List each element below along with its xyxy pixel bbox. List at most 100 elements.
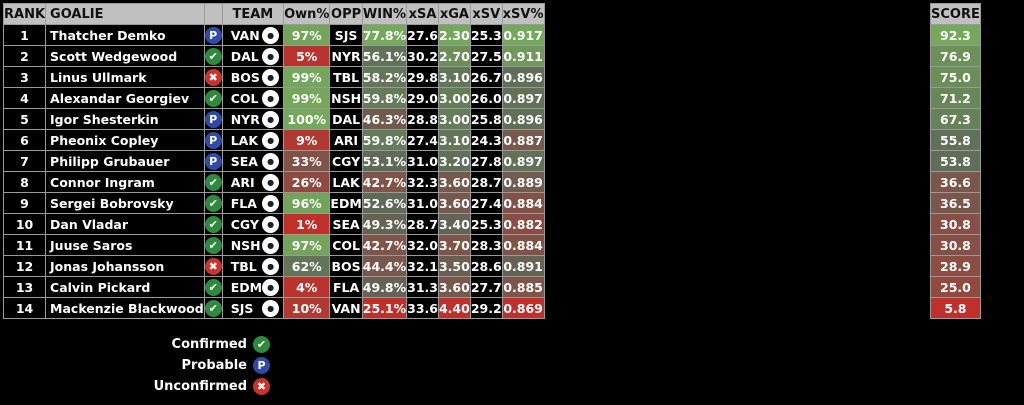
- header-opp[interactable]: OPP: [329, 3, 363, 25]
- score-row: 30.8: [930, 234, 981, 256]
- table-row[interactable]: 1 Thatcher Demko P VAN ● 97% SJS 77.8% 27.6 2.30 2…: [2, 24, 545, 46]
- header-win[interactable]: WIN%: [361, 3, 408, 25]
- score-row: 5.8: [930, 297, 981, 319]
- team-abbr: VAN: [230, 27, 260, 43]
- opponent: EDM: [329, 192, 363, 214]
- team-cell: BOS ●: [221, 66, 285, 88]
- team-cell: NYR ●: [221, 108, 285, 130]
- team-cell: SEA ●: [221, 150, 285, 172]
- score-row: 53.8: [930, 150, 981, 172]
- opponent: NSH: [329, 87, 363, 109]
- xga: 3.00: [437, 108, 471, 130]
- opponent: BOS: [329, 255, 363, 277]
- rank-cell: 3: [2, 66, 47, 88]
- table-row[interactable]: 13 Calvin Pickard ✔ EDM ● 4% FLA 49.8% 31.3 3.60 2…: [2, 276, 545, 298]
- own-pct: 96%: [283, 192, 331, 214]
- table-row[interactable]: 11 Juuse Saros ✔ NSH ● 97% COL 42.7% 32.0 3.70 28.…: [2, 234, 545, 256]
- xsv-pct: 0.869: [501, 297, 545, 319]
- team-logo-icon: ●: [262, 194, 280, 212]
- win-pct: 46.3%: [361, 108, 408, 130]
- score-value: 92.3: [930, 24, 981, 46]
- table-row[interactable]: 4 Alexandar Georgiev ✔ COL ● 99% NSH 59.8% 29.0 3…: [2, 87, 545, 109]
- team-logo-icon: ●: [262, 47, 280, 65]
- score-row: 28.9: [930, 255, 981, 277]
- unconfirmed-icon: ✖: [205, 68, 222, 86]
- header-xsa[interactable]: xSA: [406, 3, 439, 25]
- header-score[interactable]: SCORE: [930, 3, 981, 25]
- table-row[interactable]: 12 Jonas Johansson ✖ TBL ● 62% BOS 44.4% 32.1 3.5…: [2, 255, 545, 277]
- confirmed-icon: ✔: [205, 47, 222, 65]
- table-row[interactable]: 10 Dan Vladar ✔ CGY ● 1% SEA 49.3% 28.7 3.40 25.3 0…: [2, 213, 545, 235]
- own-pct: 99%: [283, 87, 331, 109]
- win-pct: 77.8%: [361, 24, 408, 46]
- header-own[interactable]: Own%: [283, 3, 331, 25]
- win-pct: 49.8%: [361, 276, 408, 298]
- probable-icon: P: [205, 131, 222, 149]
- team-logo-icon: ●: [262, 278, 280, 296]
- table-row[interactable]: 5 Igor Shesterkin P NYR ● 100% DAL 46.3% 28.8 3.0…: [2, 108, 545, 130]
- xga: 3.70: [437, 234, 471, 256]
- header-xga[interactable]: xGA: [437, 3, 471, 25]
- goalie-name: Calvin Pickard: [45, 276, 205, 298]
- team-logo-icon: ●: [262, 215, 280, 233]
- win-pct: 42.7%: [361, 171, 408, 193]
- win-pct: 49.3%: [361, 213, 408, 235]
- goalie-name: Jonas Johansson: [45, 255, 205, 277]
- xsa: 32.3: [406, 171, 439, 193]
- table-row[interactable]: 2 Scott Wedgewood ✔ DAL ● 5% NYR 56.1% 30.2 2.70 2…: [2, 45, 545, 67]
- probable-icon: P: [205, 110, 222, 128]
- table-row[interactable]: 8 Connor Ingram ✔ ARI ● 26% LAK 42.7% 32.3 3.60 28…: [2, 171, 545, 193]
- xsa: 29.8: [406, 66, 439, 88]
- header-rank[interactable]: RANK: [2, 3, 47, 25]
- xsa: 28.8: [406, 108, 439, 130]
- status-cell: ✔: [203, 234, 223, 256]
- xsv-pct: 0.882: [501, 213, 545, 235]
- xsv-pct: 0.896: [501, 108, 545, 130]
- team-logo-icon: ●: [262, 299, 280, 317]
- goalie-name: Igor Shesterkin: [45, 108, 205, 130]
- table-row[interactable]: 14 Mackenzie Blackwood ✔ SJS ● 10% VAN 25.1% 33.…: [2, 297, 545, 319]
- xga: 3.10: [437, 66, 471, 88]
- score-row: 25.0: [930, 276, 981, 298]
- status-cell: ✔: [203, 213, 223, 235]
- score-value: 28.9: [930, 255, 981, 277]
- probable-icon: P: [205, 26, 222, 44]
- opponent: SEA: [329, 213, 363, 235]
- opponent: CGY: [329, 150, 363, 172]
- header-xsvp[interactable]: xSV%: [501, 3, 545, 25]
- table-row[interactable]: 7 Philipp Grubauer P SEA ● 33% CGY 53.1% 31.0 3.2…: [2, 150, 545, 172]
- own-pct: 4%: [283, 276, 331, 298]
- header-goalie[interactable]: GOALIE: [45, 3, 205, 25]
- goalie-name: Pheonix Copley: [45, 129, 205, 151]
- xsv: 27.8: [469, 150, 503, 172]
- team-cell: LAK ●: [221, 129, 285, 151]
- header-xsv[interactable]: xSV: [469, 3, 503, 25]
- team-logo-icon: ●: [262, 236, 280, 254]
- header-status: [203, 3, 223, 25]
- own-pct: 62%: [283, 255, 331, 277]
- xsv-pct: 0.889: [501, 171, 545, 193]
- table-row[interactable]: 9 Sergei Bobrovsky ✔ FLA ● 96% EDM 52.6% 31.0 3.6…: [2, 192, 545, 214]
- table-row[interactable]: 6 Pheonix Copley P LAK ● 9% ARI 59.8% 27.4 3.10 24…: [2, 129, 545, 151]
- status-cell: P: [203, 108, 223, 130]
- header-team[interactable]: TEAM: [221, 3, 285, 25]
- xsv: 25.3: [469, 24, 503, 46]
- score-row: 30.8: [930, 213, 981, 235]
- xsv-pct: 0.897: [501, 150, 545, 172]
- status-cell: P: [203, 150, 223, 172]
- score-value: 53.8: [930, 150, 981, 172]
- goalie-name: Mackenzie Blackwood: [45, 297, 205, 319]
- own-pct: 26%: [283, 171, 331, 193]
- team-cell: EDM ●: [221, 276, 285, 298]
- xsv: 28.6: [469, 255, 503, 277]
- goalie-name: Dan Vladar: [45, 213, 205, 235]
- xsa: 32.1: [406, 255, 439, 277]
- probable-icon: P: [205, 152, 222, 170]
- xsv-pct: 0.917: [501, 24, 545, 46]
- confirmed-icon: ✔: [205, 236, 222, 254]
- score-value: 55.8: [930, 129, 981, 151]
- table-row[interactable]: 3 Linus Ullmark ✖ BOS ● 99% TBL 58.2% 29.8 3.10 26…: [2, 66, 545, 88]
- status-cell: ✖: [203, 66, 223, 88]
- xsa: 32.0: [406, 234, 439, 256]
- score-value: 71.2: [930, 87, 981, 109]
